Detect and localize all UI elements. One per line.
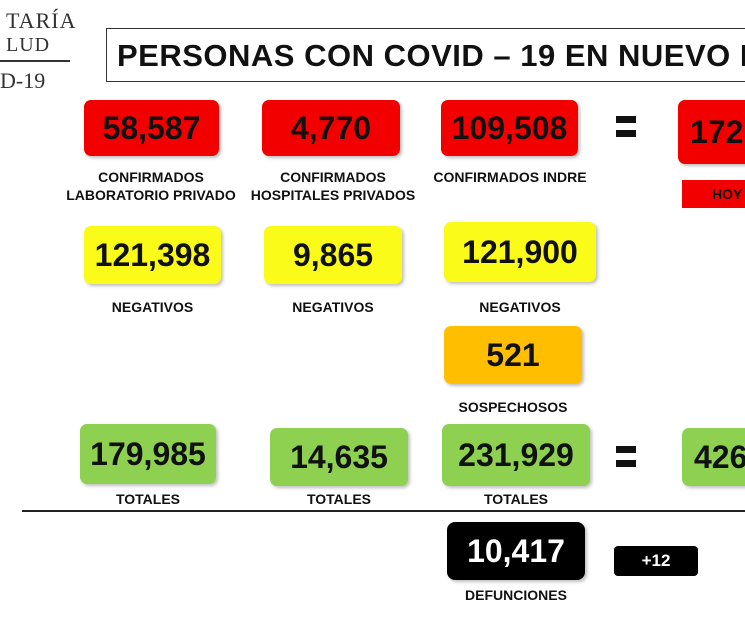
- negatives-indre-box: 121,900: [444, 222, 596, 282]
- confirmed-private-lab-box: 58,587: [84, 100, 219, 156]
- suspects-box: 521: [444, 326, 582, 384]
- grand-total-box: 426: [682, 428, 745, 486]
- logo-line-1: TARÍA: [6, 8, 77, 33]
- deaths-label: DEFUNCIONES: [465, 587, 567, 603]
- confirmed-indre-label: CONFIRMADOS INDRE: [433, 169, 587, 185]
- confirmed-private-lab-label-line-2: LABORATORIO PRIVADO: [66, 187, 236, 203]
- confirmed-private-hospitals-label-line-1: CONFIRMADOS: [280, 169, 386, 185]
- confirmed-private-lab-label: CONFIRMADOS LABORATORIO PRIVADO: [60, 168, 242, 204]
- page-title: PERSONAS CON COVID – 19 EN NUEVO L: [117, 38, 745, 73]
- today-badge: HOY: [682, 180, 745, 208]
- divider-line: [22, 510, 745, 512]
- logo-line-3: D-19: [0, 68, 46, 93]
- negatives-private-hospitals-box: 9,865: [264, 226, 402, 284]
- suspects-label: SOSPECHOSOS: [458, 399, 568, 415]
- confirmed-private-hospitals-label: CONFIRMADOS HOSPITALES PRIVADOS: [248, 168, 418, 204]
- confirmed-total-box: 172: [678, 100, 745, 164]
- confirmed-private-hospitals-label-line-2: HOSPITALES PRIVADOS: [250, 187, 416, 203]
- confirmed-private-lab-label-line-1: CONFIRMADOS: [98, 169, 204, 185]
- totals-private-lab-label: TOTALES: [115, 491, 181, 507]
- negatives-private-lab-box: 121,398: [84, 226, 221, 284]
- logo-line-2: LUD: [6, 34, 51, 56]
- deaths-delta-badge: +12: [614, 546, 698, 576]
- negatives-private-lab-label: NEGATIVOS: [111, 299, 194, 315]
- deaths-box: 10,417: [447, 522, 585, 580]
- totals-private-lab-box: 179,985: [80, 424, 216, 484]
- totals-indre-label: TOTALES: [483, 491, 549, 507]
- totals-private-hospitals-label: TOTALES: [306, 491, 372, 507]
- totals-private-hospitals-box: 14,635: [270, 428, 408, 486]
- negatives-indre-label: NEGATIVOS: [479, 299, 561, 315]
- title-box: PERSONAS CON COVID – 19 EN NUEVO L: [106, 28, 745, 82]
- totals-indre-box: 231,929: [442, 424, 590, 486]
- logo-rule: [0, 60, 70, 62]
- confirmed-indre-box: 109,508: [441, 100, 578, 156]
- confirmed-private-hospitals-box: 4,770: [262, 100, 400, 156]
- negatives-private-hospitals-label: NEGATIVOS: [292, 299, 374, 315]
